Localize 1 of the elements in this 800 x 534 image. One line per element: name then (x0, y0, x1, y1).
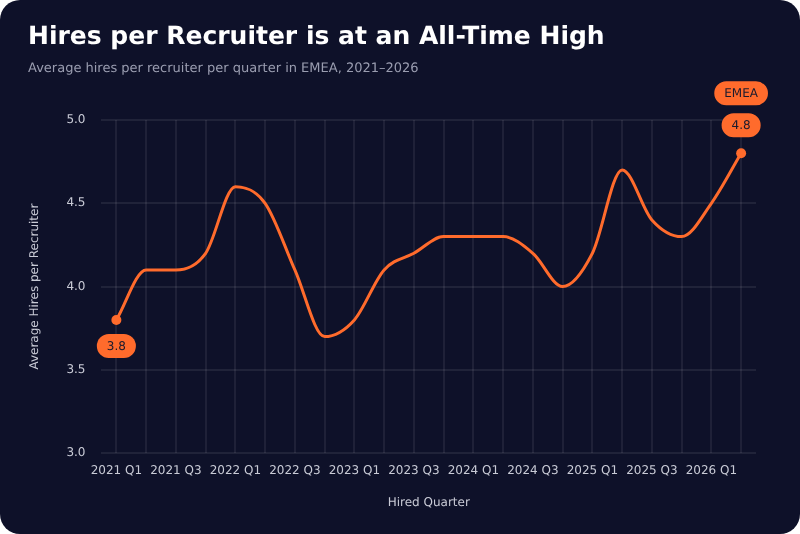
chart-title: Hires per Recruiter is at an All-Time High (28, 20, 605, 50)
